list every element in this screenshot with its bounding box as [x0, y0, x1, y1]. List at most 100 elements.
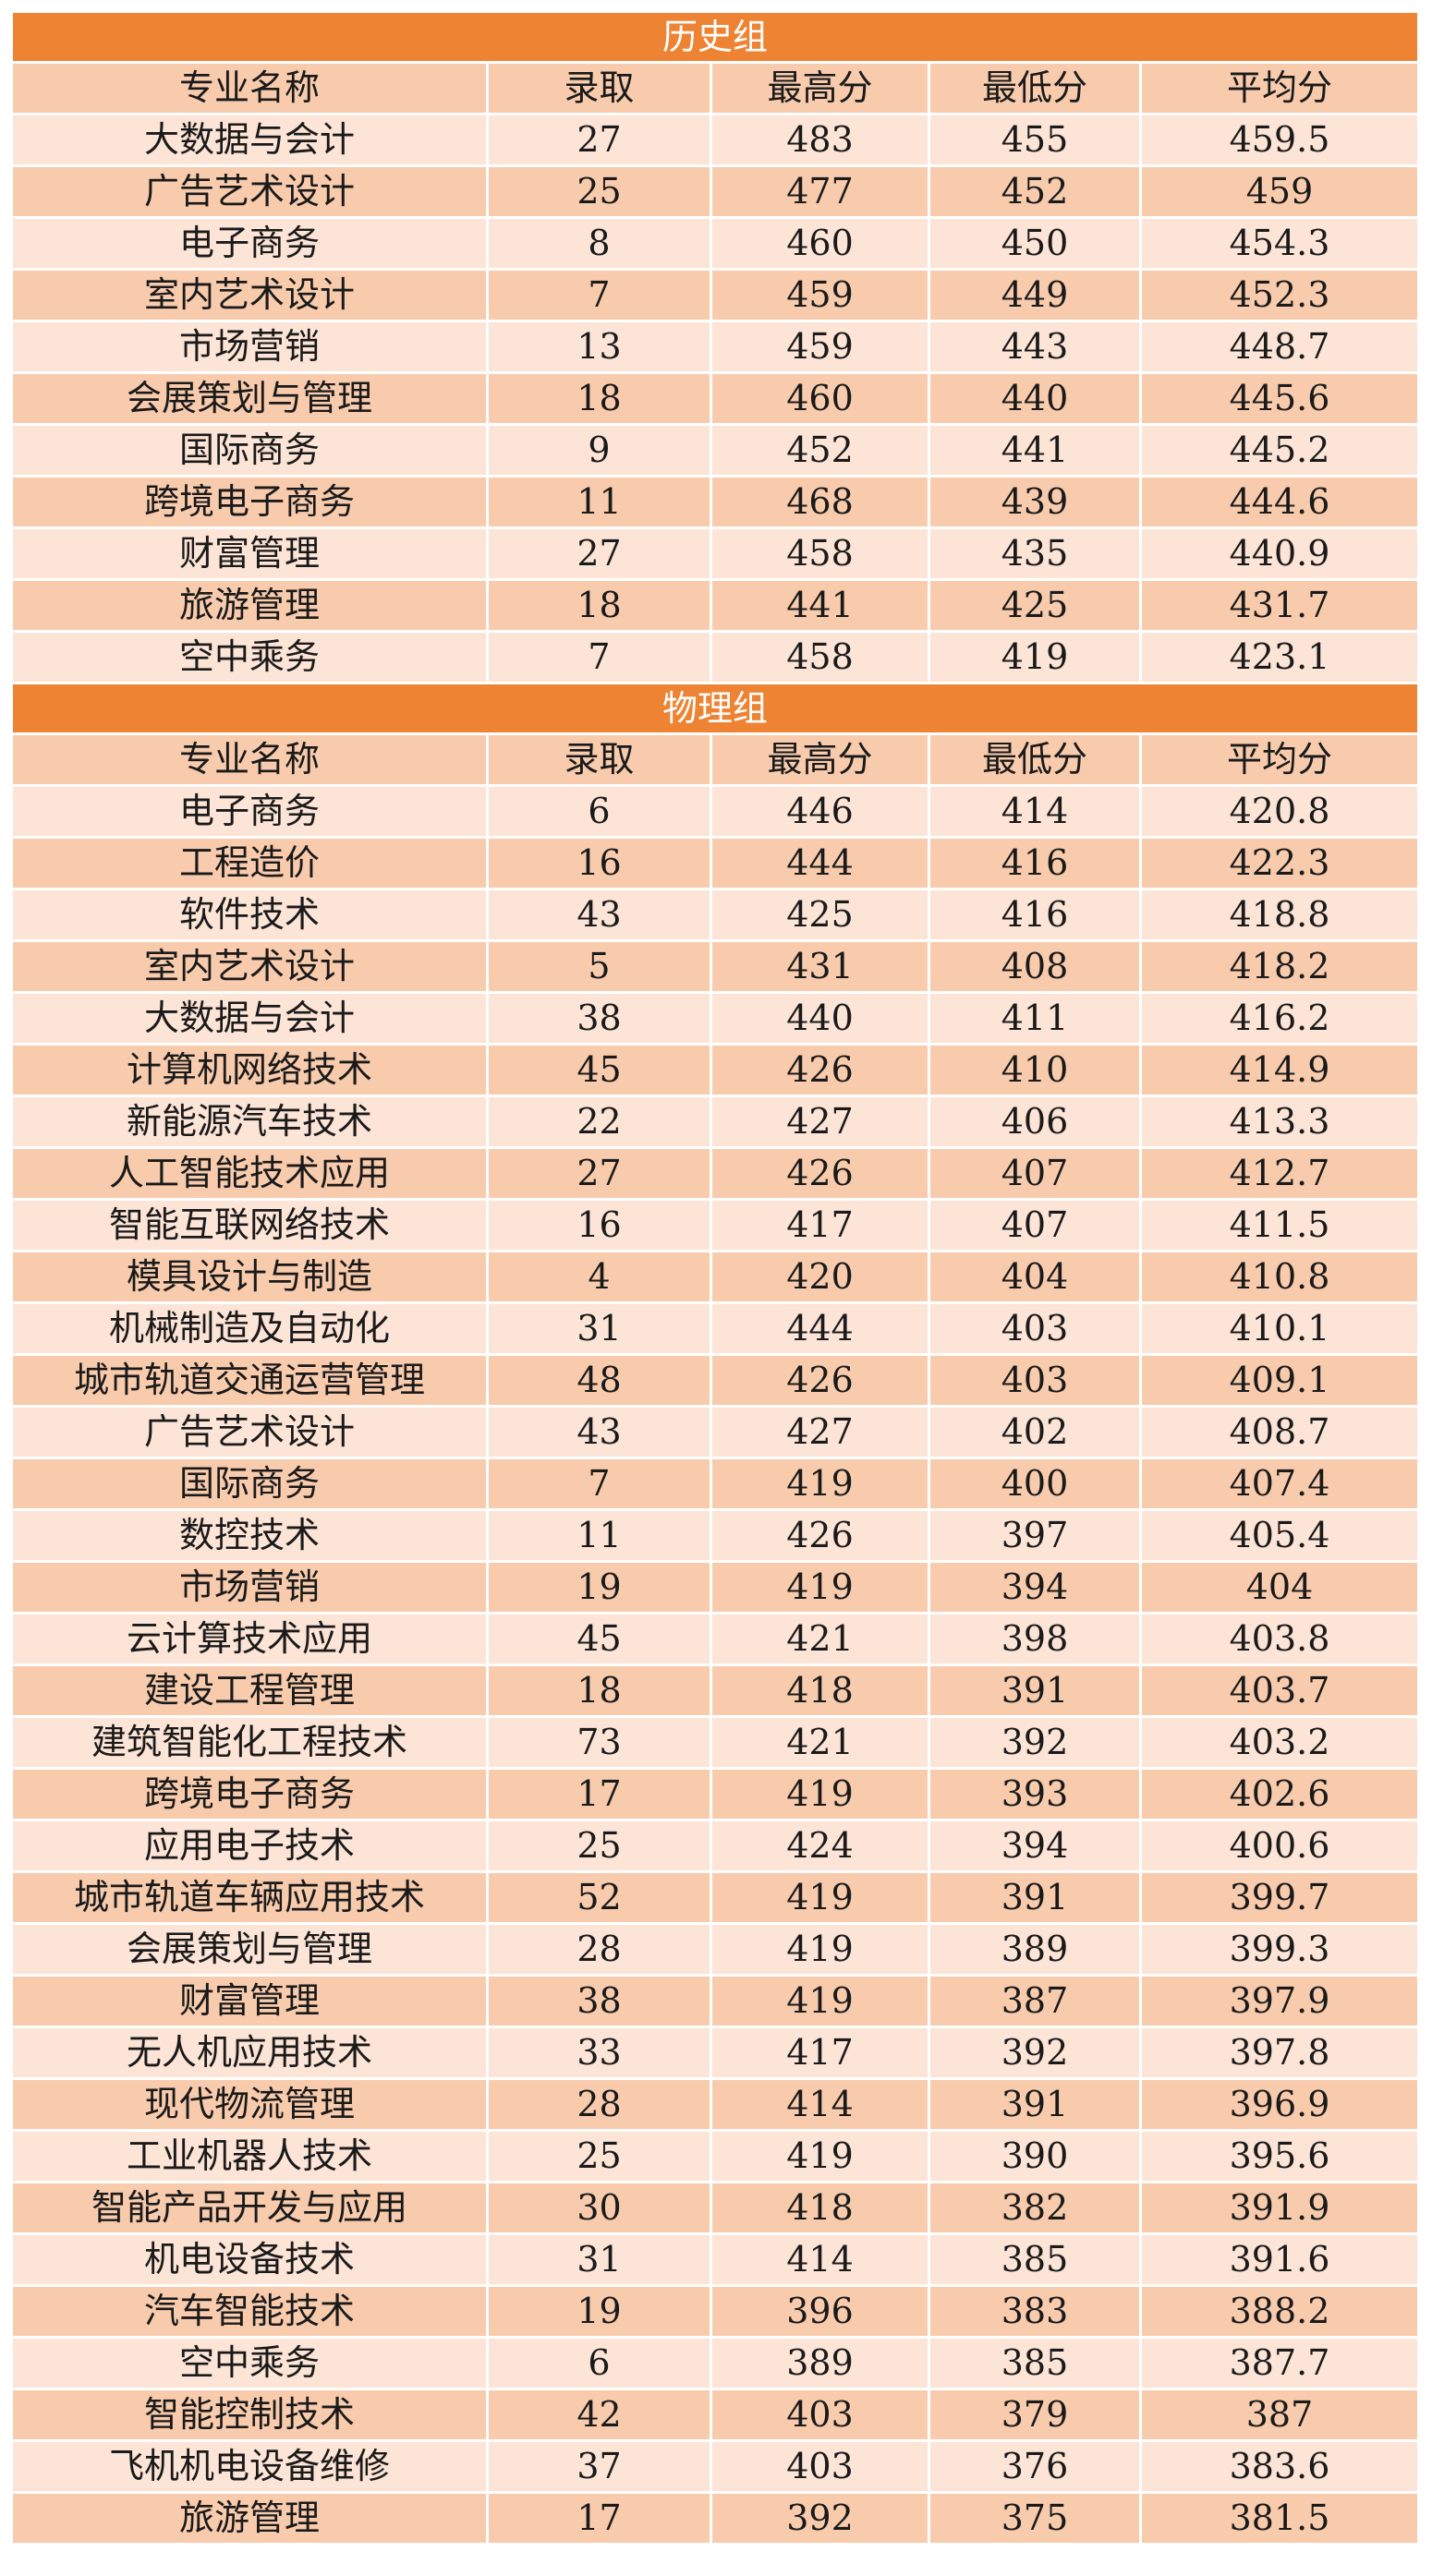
- column-divider: [710, 1356, 712, 1405]
- column-divider: [486, 1408, 489, 1457]
- cell-max-score: 414: [712, 2080, 928, 2129]
- cell-major-name: 建筑智能化工程技术: [13, 1718, 486, 1767]
- column-divider: [710, 2080, 712, 2129]
- cell-min-score: 391: [930, 1873, 1139, 1922]
- table-row: 财富管理 38 419 387 397.9: [13, 1977, 1417, 2026]
- cell-avg-score: 402.6: [1142, 1770, 1417, 1819]
- cell-max-score: 403: [712, 2390, 928, 2439]
- column-divider: [710, 994, 712, 1043]
- column-divider: [928, 1046, 930, 1094]
- column-divider: [1139, 1615, 1142, 1663]
- table-row: 室内艺术设计 5 431 408 418.2: [13, 942, 1417, 991]
- cell-max-score: 426: [712, 1511, 928, 1560]
- column-divider: [928, 1925, 930, 1974]
- cell-major-name: 工程造价: [13, 839, 486, 888]
- column-divider: [486, 890, 489, 939]
- table-row: 智能产品开发与应用 30 418 382 391.9: [13, 2183, 1417, 2232]
- column-divider: [928, 426, 930, 475]
- column-divider: [710, 115, 712, 164]
- column-divider: [710, 64, 712, 113]
- cell-admitted: 17: [489, 1770, 710, 1819]
- cell-min-score: 452: [930, 167, 1139, 216]
- cell-major-name: 智能互联网络技术: [13, 1201, 486, 1250]
- cell-avg-score: 414.9: [1142, 1046, 1417, 1094]
- cell-major-name: 建设工程管理: [13, 1666, 486, 1715]
- cell-min-score: 403: [930, 1356, 1139, 1405]
- cell-major-name: 财富管理: [13, 529, 486, 578]
- column-header-max-score: 最高分: [712, 735, 928, 784]
- column-divider: [486, 1149, 489, 1198]
- cell-admitted: 31: [489, 1304, 710, 1353]
- cell-max-score: 458: [712, 529, 928, 578]
- cell-max-score: 477: [712, 167, 928, 216]
- cell-major-name: 飞机机电设备维修: [13, 2442, 486, 2491]
- cell-avg-score: 412.7: [1142, 1149, 1417, 1198]
- table-row: 数控技术 11 426 397 405.4: [13, 1511, 1417, 1560]
- column-divider: [928, 1459, 930, 1508]
- table-row: 新能源汽车技术 22 427 406 413.3: [13, 1097, 1417, 1146]
- column-divider: [710, 1821, 712, 1870]
- cell-major-name: 机械制造及自动化: [13, 1304, 486, 1353]
- table-row: 国际商务 9 452 441 445.2: [13, 426, 1417, 475]
- cell-major-name: 市场营销: [13, 322, 486, 371]
- cell-min-score: 391: [930, 2080, 1139, 2129]
- cell-admitted: 18: [489, 1666, 710, 1715]
- cell-admitted: 25: [489, 167, 710, 216]
- cell-avg-score: 387: [1142, 2390, 1417, 2439]
- cell-major-name: 市场营销: [13, 1563, 486, 1612]
- column-divider: [710, 2028, 712, 2077]
- column-divider: [1139, 529, 1142, 578]
- column-divider: [710, 735, 712, 784]
- cell-max-score: 427: [712, 1408, 928, 1457]
- cell-avg-score: 445.2: [1142, 426, 1417, 475]
- cell-avg-score: 445.6: [1142, 374, 1417, 423]
- cell-min-score: 407: [930, 1201, 1139, 1250]
- column-divider: [486, 839, 489, 888]
- table-row: 会展策划与管理 28 419 389 399.3: [13, 1925, 1417, 1974]
- column-divider: [1139, 1770, 1142, 1819]
- column-divider: [1139, 478, 1142, 526]
- column-header-min-score: 最低分: [930, 735, 1139, 784]
- cell-max-score: 460: [712, 374, 928, 423]
- cell-major-name: 云计算技术应用: [13, 1615, 486, 1663]
- cell-admitted: 18: [489, 581, 710, 630]
- cell-max-score: 396: [712, 2287, 928, 2336]
- column-divider: [710, 1563, 712, 1612]
- cell-min-score: 394: [930, 1821, 1139, 1870]
- column-header-major-name: 专业名称: [13, 64, 486, 113]
- cell-admitted: 8: [489, 219, 710, 268]
- cell-admitted: 52: [489, 1873, 710, 1922]
- cell-major-name: 跨境电子商务: [13, 1770, 486, 1819]
- column-divider: [486, 1356, 489, 1405]
- cell-max-score: 418: [712, 2183, 928, 2232]
- cell-admitted: 4: [489, 1252, 710, 1301]
- cell-min-score: 419: [930, 633, 1139, 682]
- cell-major-name: 室内艺术设计: [13, 942, 486, 991]
- column-divider: [1139, 2183, 1142, 2232]
- column-divider: [710, 1666, 712, 1715]
- column-divider: [928, 1718, 930, 1767]
- column-divider: [486, 1459, 489, 1508]
- cell-max-score: 392: [712, 2494, 928, 2543]
- cell-max-score: 424: [712, 1821, 928, 1870]
- column-divider: [1139, 1666, 1142, 1715]
- section-title: 历史组: [13, 13, 1417, 61]
- column-header-admitted: 录取: [489, 735, 710, 784]
- column-divider: [486, 1718, 489, 1767]
- cell-max-score: 452: [712, 426, 928, 475]
- column-divider: [928, 787, 930, 836]
- cell-admitted: 11: [489, 1511, 710, 1560]
- table-row: 空中乘务 6 389 385 387.7: [13, 2339, 1417, 2388]
- table-row: 大数据与会计 27 483 455 459.5: [13, 115, 1417, 164]
- cell-avg-score: 381.5: [1142, 2494, 1417, 2543]
- cell-admitted: 27: [489, 1149, 710, 1198]
- column-divider: [486, 478, 489, 526]
- cell-min-score: 411: [930, 994, 1139, 1043]
- column-divider: [1139, 633, 1142, 682]
- cell-avg-score: 410.8: [1142, 1252, 1417, 1301]
- cell-max-score: 459: [712, 322, 928, 371]
- cell-admitted: 28: [489, 2080, 710, 2129]
- cell-major-name: 模具设计与制造: [13, 1252, 486, 1301]
- column-divider: [1139, 1873, 1142, 1922]
- table-row: 市场营销 13 459 443 448.7: [13, 322, 1417, 371]
